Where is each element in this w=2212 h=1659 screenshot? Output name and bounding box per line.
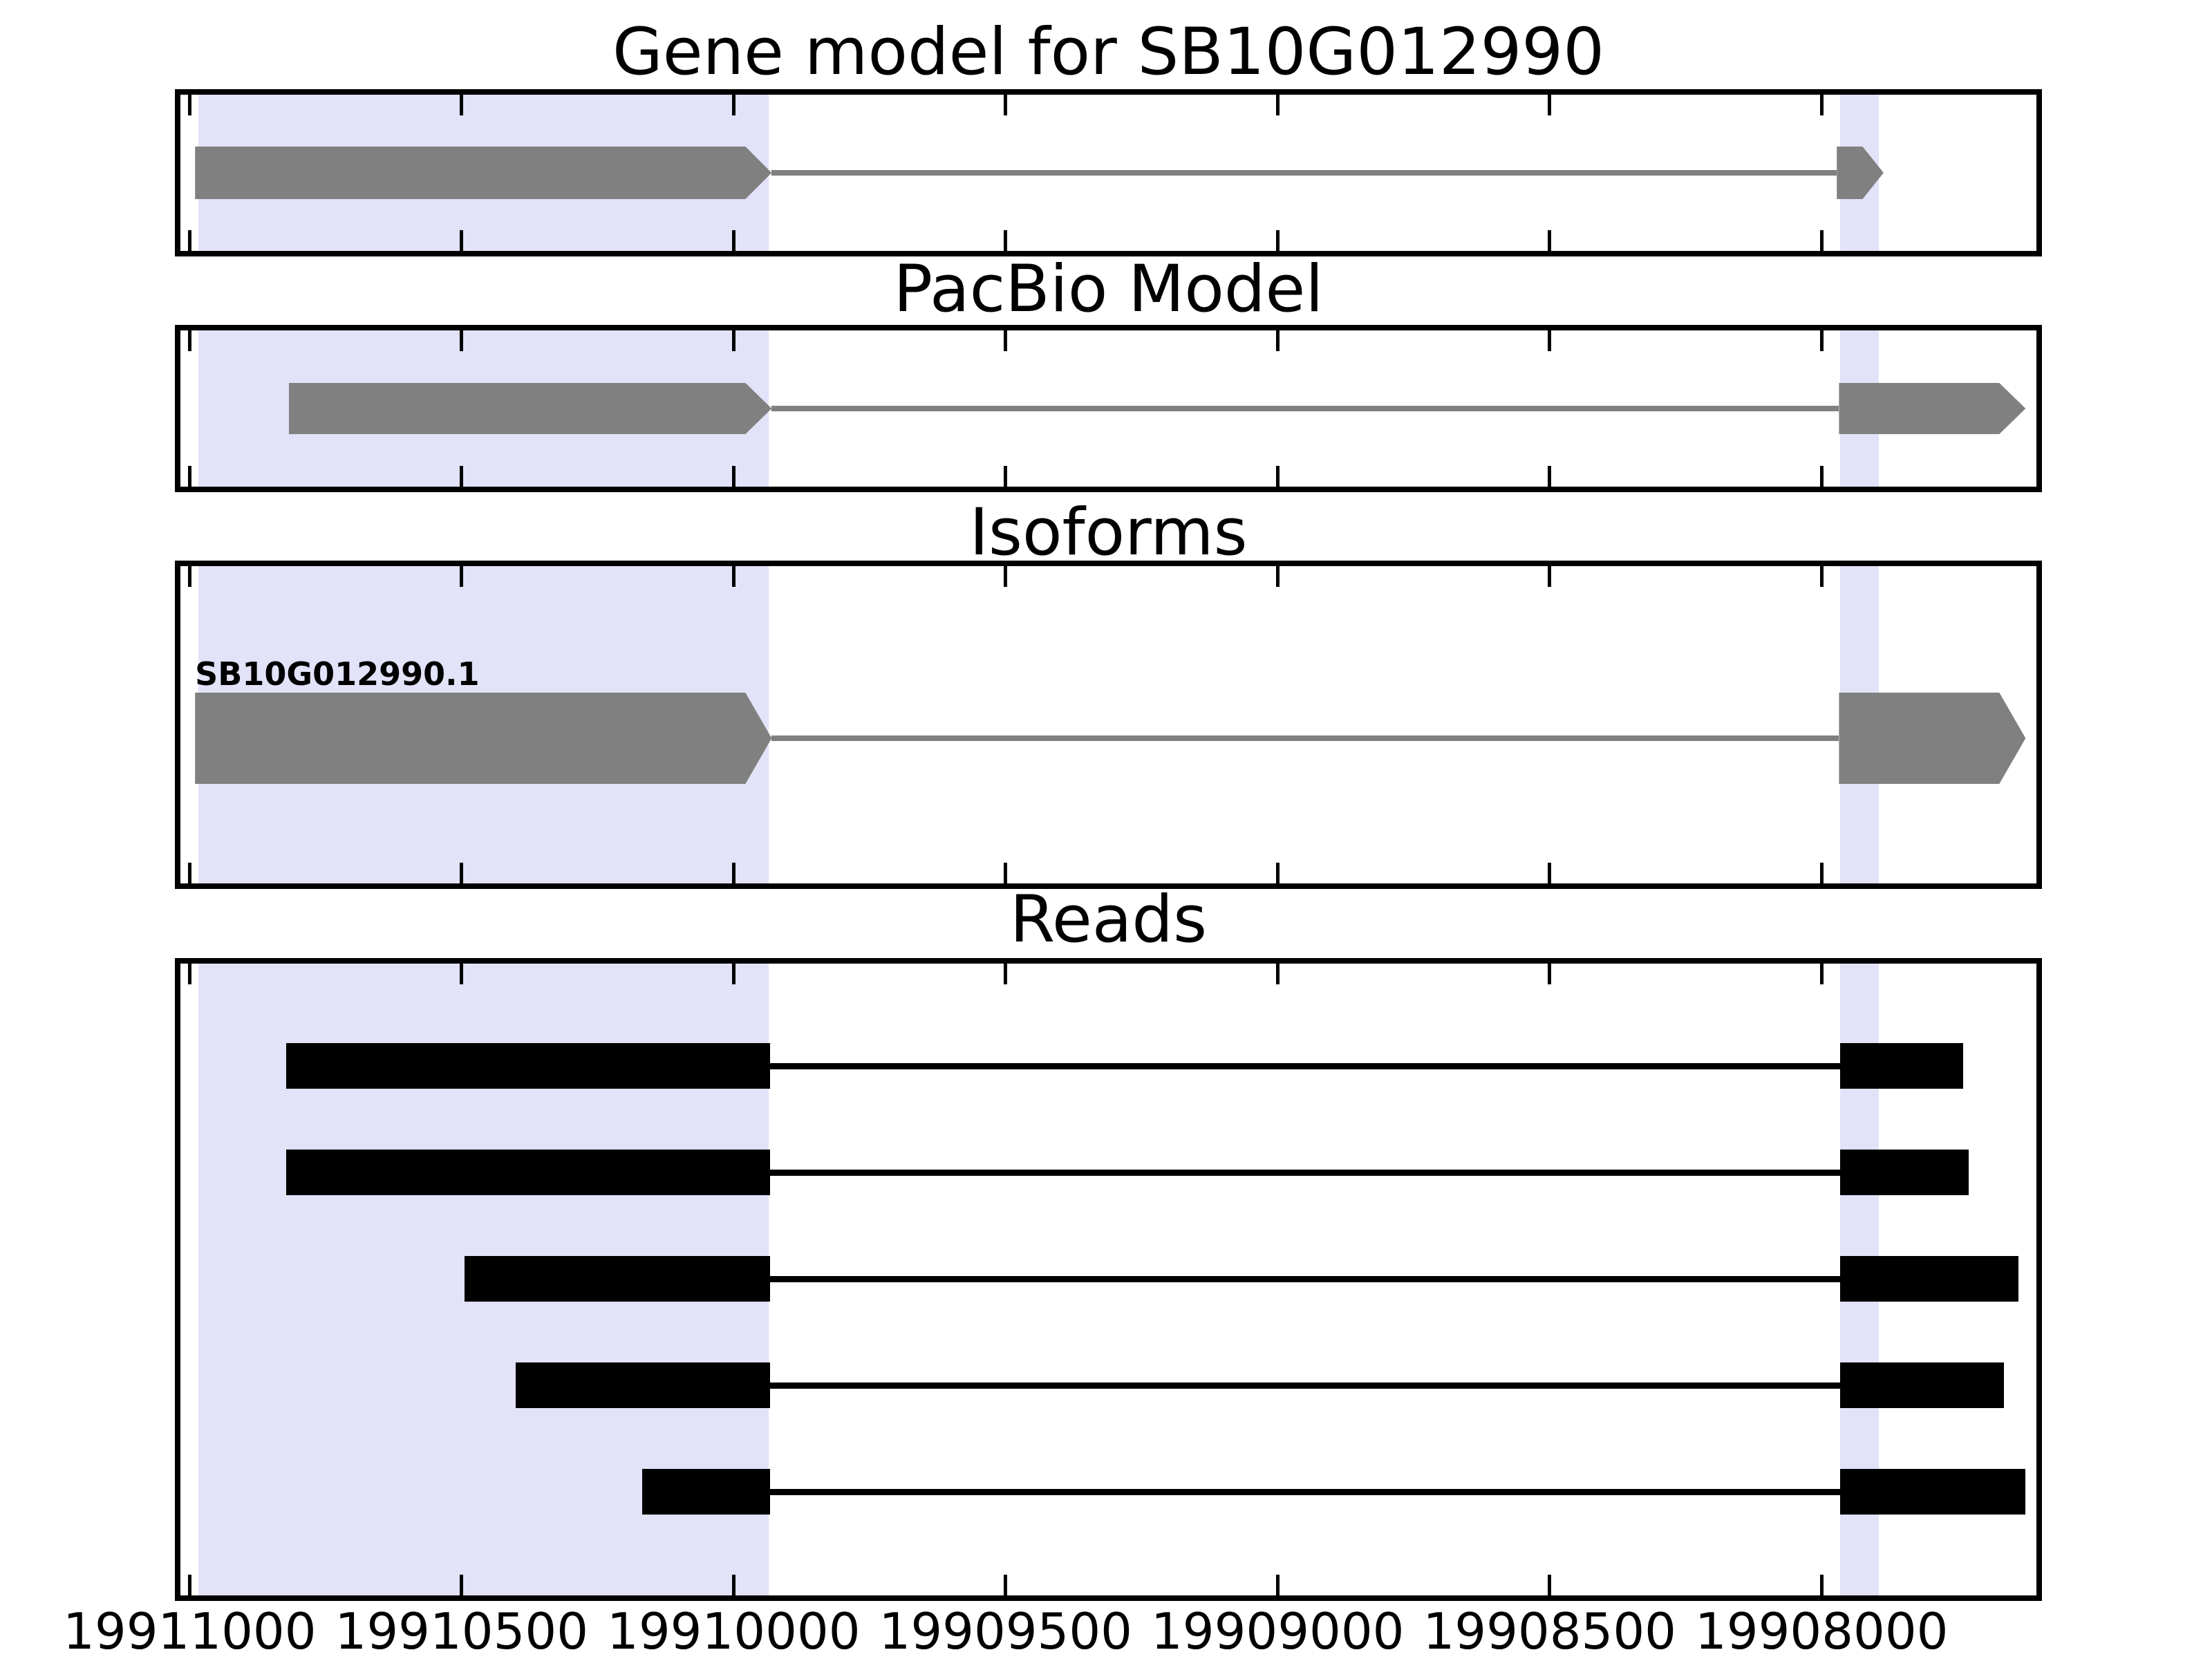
x-tick (1275, 964, 1280, 984)
exon-arrow (1839, 383, 2026, 434)
intron-line (771, 170, 1837, 176)
x-tick (1819, 566, 1824, 587)
panel-title-isoforms: Isoforms (969, 494, 1248, 570)
x-tick (1275, 95, 1280, 115)
intron-line (770, 1488, 1840, 1495)
x-tick (1004, 1575, 1008, 1595)
x-tick-label: 19910000 (607, 1602, 861, 1659)
exon-arrow (288, 383, 772, 434)
x-tick (460, 863, 464, 883)
x-tick (187, 1575, 191, 1595)
isoform-label: SB10G012990.1 (195, 655, 480, 693)
panel-frame-gene-model (175, 89, 2042, 256)
intron-line (770, 1169, 1840, 1176)
exon-arrow (195, 693, 772, 784)
x-tick-label: 19909000 (1151, 1602, 1405, 1659)
x-tick (460, 466, 464, 487)
x-tick (1275, 466, 1280, 487)
x-tick (460, 230, 464, 251)
x-tick-label: 19909500 (879, 1602, 1132, 1659)
x-tick (1819, 1575, 1824, 1595)
intron-line (771, 735, 1839, 741)
x-tick (731, 863, 735, 883)
x-tick (187, 566, 191, 587)
exon-arrow (1839, 693, 2026, 784)
intron-line (770, 1062, 1840, 1069)
exon-block (285, 1043, 770, 1089)
exon-arrow (195, 147, 772, 199)
x-tick (460, 330, 464, 351)
x-tick-label: 19908500 (1423, 1602, 1676, 1659)
panel-title-pacbio-model: PacBio Model (893, 251, 1324, 327)
x-tick (1004, 863, 1008, 883)
x-tick (731, 1575, 735, 1595)
exon-block (1839, 1043, 1963, 1089)
x-tick-label: 19910500 (335, 1602, 589, 1659)
x-tick-label: 19911000 (63, 1602, 317, 1659)
x-tick (1548, 230, 1552, 251)
panel-title-gene-model: Gene model for SB10G012990 (612, 14, 1605, 90)
x-tick (1819, 466, 1824, 487)
exon-block (1839, 1150, 1969, 1195)
exon-block (642, 1469, 770, 1515)
x-tick (460, 95, 464, 115)
x-tick (187, 95, 191, 115)
x-tick (1275, 566, 1280, 587)
x-tick (1275, 1575, 1280, 1595)
x-tick (1004, 230, 1008, 251)
x-tick (187, 330, 191, 351)
exon-block (1839, 1362, 2004, 1408)
x-tick (731, 95, 735, 115)
x-tick (1548, 964, 1552, 984)
x-tick-label: 19908000 (1694, 1602, 1949, 1659)
panel-frame-pacbio-model (175, 325, 2042, 492)
panel-frame-isoforms (175, 561, 2042, 889)
x-tick (731, 566, 735, 587)
exon-block (1839, 1256, 2019, 1302)
x-tick (460, 964, 464, 984)
x-tick (460, 566, 464, 587)
x-tick (1548, 330, 1552, 351)
panel-frame-reads (175, 958, 2042, 1601)
x-tick (731, 466, 735, 487)
x-tick (1819, 230, 1824, 251)
x-tick (1275, 330, 1280, 351)
x-tick (1004, 95, 1008, 115)
x-tick (1548, 566, 1552, 587)
x-tick (460, 1575, 464, 1595)
exon-block (1839, 1469, 2026, 1515)
x-tick (1548, 863, 1552, 883)
x-tick (1548, 95, 1552, 115)
x-tick (1819, 330, 1824, 351)
x-tick (731, 330, 735, 351)
x-tick (1819, 863, 1824, 883)
exon-block (516, 1362, 770, 1408)
intron-line (770, 1275, 1840, 1282)
x-tick (1275, 863, 1280, 883)
x-tick (731, 230, 735, 251)
intron-line (771, 406, 1839, 411)
x-tick (1548, 1575, 1552, 1595)
x-tick (187, 230, 191, 251)
x-tick (1819, 964, 1824, 984)
x-tick (1004, 964, 1008, 984)
x-tick (1004, 466, 1008, 487)
intron-line (770, 1382, 1840, 1389)
exon-block (464, 1256, 770, 1302)
exon-block (285, 1150, 770, 1195)
x-tick (1819, 95, 1824, 115)
panel-title-reads: Reads (1009, 881, 1208, 957)
x-tick (1004, 566, 1008, 587)
x-tick (187, 964, 191, 984)
x-tick (731, 964, 735, 984)
x-tick (187, 466, 191, 487)
x-tick (1004, 330, 1008, 351)
x-tick (187, 863, 191, 883)
x-tick (1548, 466, 1552, 487)
x-tick (1275, 230, 1280, 251)
